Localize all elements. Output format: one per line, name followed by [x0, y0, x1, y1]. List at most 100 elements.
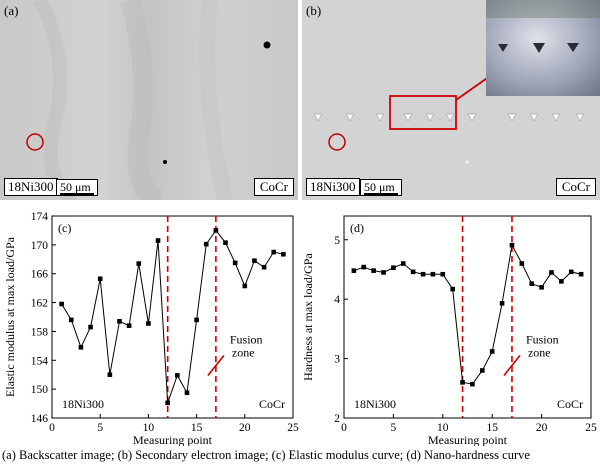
- data-point: [559, 279, 564, 284]
- indent-mark: [551, 113, 561, 122]
- backscatter-texture: [0, 0, 298, 200]
- x-tick-label: 25: [585, 422, 597, 434]
- indent-circle-marker: [26, 133, 44, 151]
- y-axis-label: Hardness at max load/GPa: [301, 253, 315, 381]
- chart-c: 0 5 10 15 20 25 146 150 154 158 162 166 170 174 (c) Mea…: [3, 211, 299, 446]
- indent-row: [313, 113, 585, 122]
- indent-mark: [507, 113, 517, 122]
- secondary-electron-texture: [302, 0, 600, 200]
- data-point: [242, 283, 248, 289]
- y-axis-label: Elastic modulus at max load/GPa: [3, 236, 17, 397]
- indent-mark: [575, 113, 585, 122]
- x-tick-label: 5: [391, 422, 397, 434]
- x-tick-label: 0: [341, 422, 347, 434]
- data-point: [420, 271, 426, 277]
- y-tick-label: 5: [334, 235, 340, 247]
- indent-mark: [425, 113, 435, 122]
- x-tick-label: 15: [191, 422, 203, 434]
- fusion-zone-annotation: zone: [528, 345, 551, 359]
- data-point: [410, 269, 416, 275]
- data-point: [194, 317, 199, 323]
- data-point: [450, 286, 455, 292]
- x-tick-label: 5: [97, 422, 103, 434]
- panel-tag: (c): [58, 221, 71, 235]
- data-point: [549, 270, 554, 275]
- x-tick-label: 10: [437, 422, 449, 434]
- indent-circle-marker: [328, 133, 346, 151]
- data-point: [165, 400, 170, 406]
- panel-a-tag: (a): [4, 3, 19, 18]
- x-tick-label: 25: [287, 422, 299, 434]
- panel-b-left-material: 18Ni300: [306, 178, 360, 196]
- y-tick-label: 154: [31, 355, 49, 367]
- panel-b-scalebar-label: 50 μm: [364, 180, 395, 194]
- data-point: [136, 261, 142, 266]
- fusion-zone-annotation: Fusion: [526, 332, 559, 346]
- data-point: [155, 238, 161, 243]
- indent-mark: [445, 113, 455, 122]
- secondary-electron-image: (b) 18Ni300 50 μm CoCr: [302, 0, 600, 200]
- data-point: [252, 258, 257, 264]
- fusion-zone-annotation: zone: [232, 345, 255, 359]
- panel-a-right-material: CoCr: [253, 178, 294, 196]
- data-point: [460, 380, 465, 385]
- data-point: [351, 268, 357, 273]
- x-tick-label: 20: [239, 422, 251, 434]
- y-tick-label: 170: [31, 240, 49, 252]
- panel-b-right-material: CoCr: [555, 178, 596, 196]
- right-material-label: CoCr: [557, 397, 583, 411]
- y-tick-label: 146: [31, 413, 49, 425]
- plot-frame: [51, 215, 294, 419]
- data-point: [88, 324, 93, 330]
- data-point: [146, 321, 151, 326]
- data-point: [68, 317, 74, 323]
- indent-mark: [529, 113, 539, 122]
- particle: [465, 160, 469, 164]
- x-axis-label: Measuring point: [428, 433, 508, 446]
- data-point: [489, 349, 495, 354]
- indent-mark: [313, 113, 323, 122]
- pore: [163, 160, 167, 164]
- panel-a-scalebar-label: 50 μm: [60, 180, 91, 194]
- series-line: [61, 229, 284, 404]
- data-point: [568, 269, 574, 275]
- data-point: [519, 261, 525, 266]
- series-line: [353, 243, 582, 385]
- fusion-zone-annotation: Fusion: [230, 332, 263, 346]
- data-point: [78, 345, 84, 350]
- data-point: [430, 271, 436, 277]
- panel-b-scalebar: 50 μm: [360, 179, 402, 196]
- data-point: [391, 265, 396, 270]
- data-point: [371, 268, 376, 273]
- data-point: [499, 301, 505, 306]
- indent-mark: [375, 113, 385, 122]
- plot-frame: [343, 215, 592, 419]
- fusion-zone-pointer: [503, 354, 521, 376]
- left-material-label: 18Ni300: [354, 397, 396, 411]
- data-point: [529, 281, 535, 287]
- panel-a-scalebar: 50 μm: [56, 179, 98, 196]
- data-point: [184, 390, 190, 396]
- data-point: [381, 270, 386, 275]
- x-tick-label: 15: [486, 422, 498, 434]
- fusion-zone-pointer: [207, 354, 225, 376]
- y-tick-label: 3: [334, 354, 340, 366]
- y-tick-label: 166: [31, 269, 49, 281]
- data-point: [470, 381, 475, 387]
- indent-mark: [345, 113, 355, 122]
- chart-d: 0 5 10 15 20 25 2 3 4 5 (d) Measuring point Hardness…: [301, 215, 597, 446]
- data-point: [509, 242, 515, 248]
- data-point: [480, 368, 485, 373]
- y-tick-label: 4: [334, 294, 340, 306]
- figure-caption: (a) Backscatter image; (b) Secondary ele…: [2, 448, 530, 462]
- x-tick-label: 20: [536, 422, 548, 434]
- panel-b-tag: (b): [306, 3, 322, 18]
- zoom-inset: [486, 0, 600, 96]
- data-point: [578, 271, 584, 277]
- y-tick-label: 174: [31, 211, 49, 223]
- data-point: [261, 264, 267, 270]
- y-tick-label: 2: [334, 413, 340, 425]
- y-tick-label: 158: [31, 326, 49, 338]
- data-point: [175, 373, 180, 378]
- panel-tag: (d): [350, 221, 364, 235]
